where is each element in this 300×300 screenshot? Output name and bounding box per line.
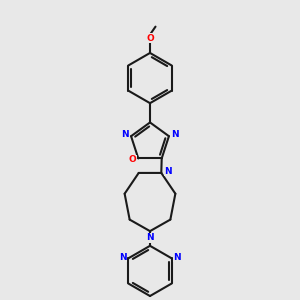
Text: N: N xyxy=(146,233,154,242)
Text: N: N xyxy=(171,130,179,139)
Text: N: N xyxy=(121,130,129,139)
Text: N: N xyxy=(119,253,127,262)
Text: O: O xyxy=(129,155,137,164)
Text: N: N xyxy=(164,167,172,176)
Text: O: O xyxy=(146,34,154,43)
Text: N: N xyxy=(173,253,181,262)
